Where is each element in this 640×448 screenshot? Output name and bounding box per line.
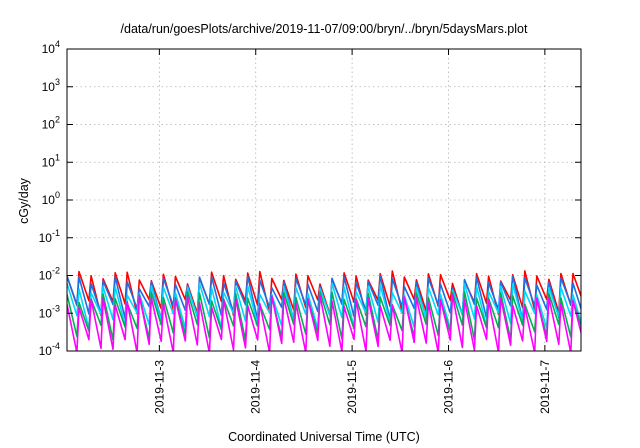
y-tick-label: 10-1	[39, 228, 60, 245]
series-layer	[67, 270, 581, 351]
chart-title: /data/run/goesPlots/archive/2019-11-07/0…	[121, 22, 528, 36]
x-tick-label: 2019-11-3	[152, 360, 166, 414]
y-tick-label: 100	[42, 190, 60, 207]
y-tick-label: 10-4	[39, 341, 60, 358]
y-tick-label: 102	[42, 115, 60, 132]
y-axis-label: cGy/day	[17, 177, 31, 224]
y-tick-label: 101	[42, 152, 60, 169]
x-tick-label: 2019-11-7	[538, 360, 552, 414]
x-axis-label: Coordinated Universal Time (UTC)	[228, 430, 420, 444]
x-axis-ticks: 2019-11-3 2019-11-4 2019-11-5 2019-11-6 2019…	[152, 49, 552, 414]
x-tick-label: 2019-11-4	[249, 360, 263, 414]
series-line	[67, 294, 581, 351]
y-tick-label: 10-2	[39, 266, 60, 283]
x-tick-label: 2019-11-5	[345, 360, 359, 414]
y-tick-label: 104	[42, 39, 60, 56]
x-tick-label: 2019-11-6	[441, 360, 455, 414]
grid	[67, 49, 581, 351]
y-tick-label: 103	[42, 77, 60, 94]
y-axis-ticks: 10-4 10-3 10-2 10-1 100 101 102 103 104	[39, 39, 581, 358]
y-tick-label: 10-3	[39, 303, 60, 320]
